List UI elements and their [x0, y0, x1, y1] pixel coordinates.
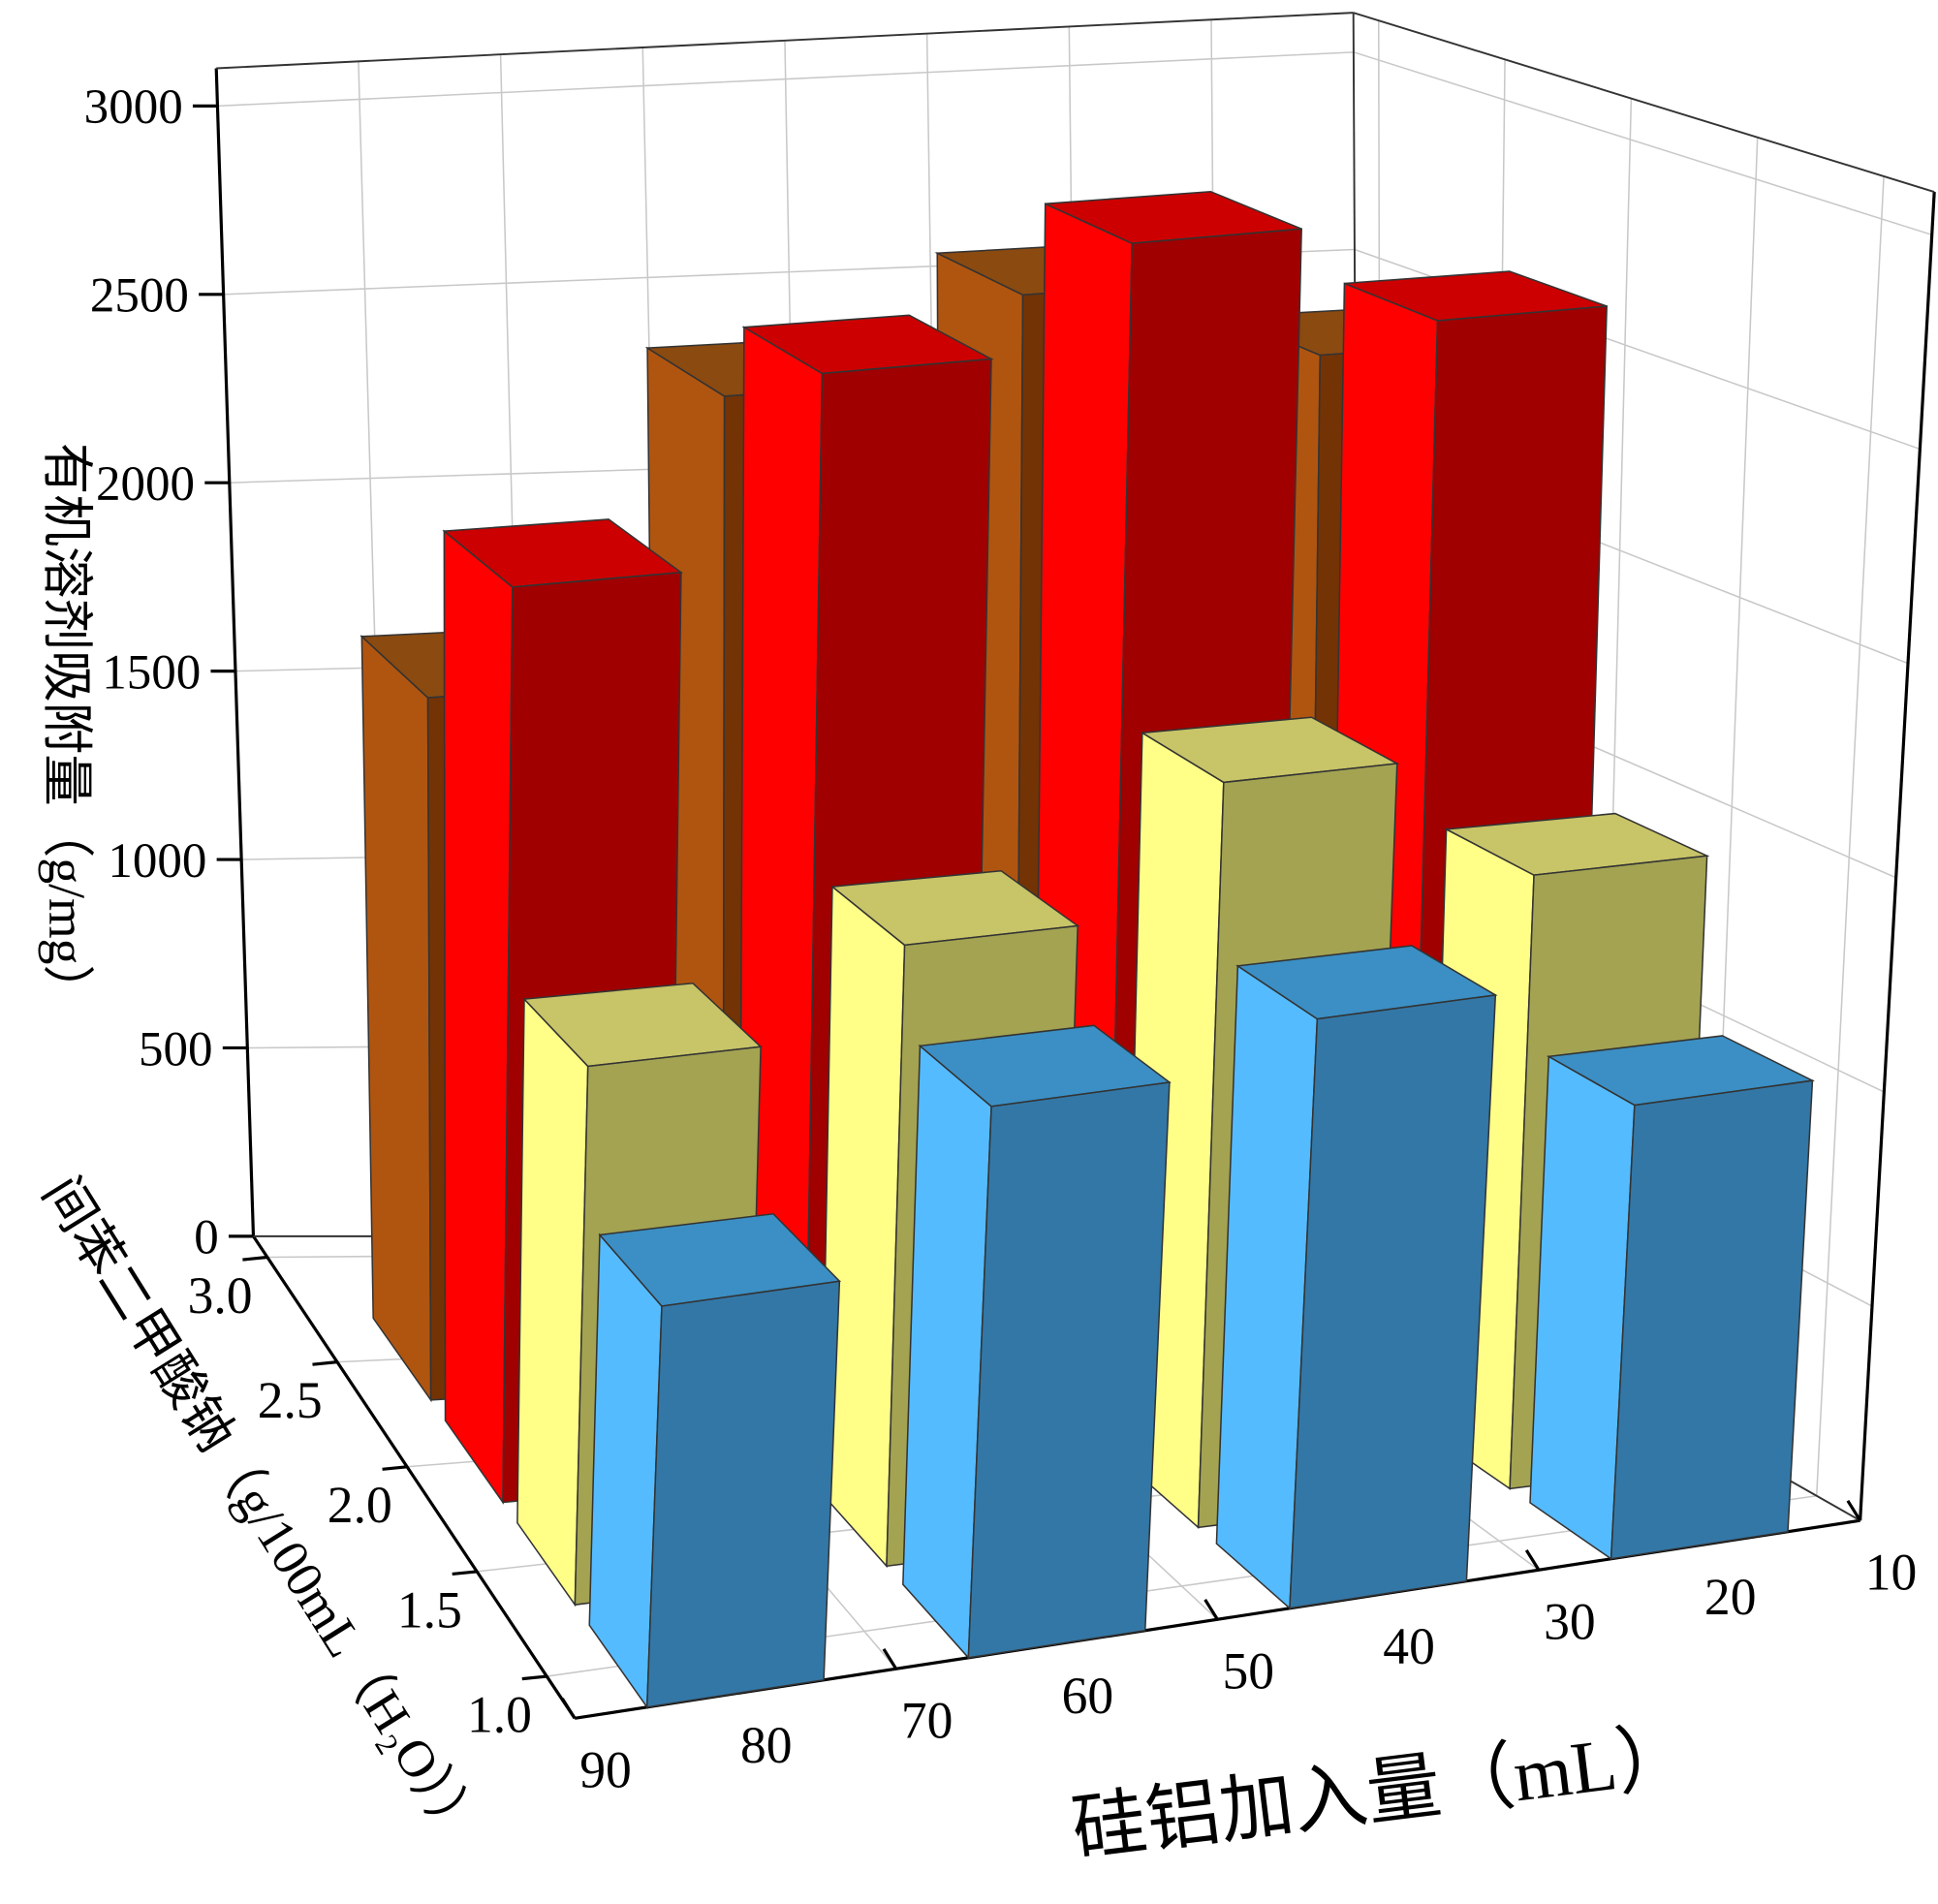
- y-tick: [452, 1570, 478, 1576]
- z-tick-label: 2000: [96, 457, 195, 512]
- y-tick-label: 1.5: [397, 1580, 462, 1639]
- bars: [359, 190, 1816, 1710]
- z-axis-line: [214, 68, 256, 1236]
- box-edge: [216, 12, 1354, 70]
- grid-line: [1815, 175, 1885, 1496]
- x-tick: [882, 1648, 898, 1670]
- z-tick-label: 1000: [108, 834, 206, 889]
- x-tick: [1203, 1599, 1219, 1621]
- x-tick-label: 30: [1544, 1593, 1596, 1651]
- grid-line: [1353, 51, 1932, 236]
- x-tick-label: 70: [901, 1692, 953, 1750]
- bar: [1289, 994, 1497, 1609]
- y-axis-line: [252, 1234, 577, 1720]
- z-tick-label: 0: [194, 1211, 219, 1265]
- y-tick: [312, 1360, 338, 1366]
- bar-side: [443, 529, 514, 1505]
- x-tick: [561, 1698, 577, 1720]
- y-tick: [521, 1674, 547, 1681]
- x-tick-label: 40: [1383, 1617, 1435, 1675]
- y-tick-label: 2.0: [328, 1476, 392, 1534]
- x-tick-label: 90: [579, 1741, 632, 1799]
- y-tick-label: 3.0: [188, 1266, 253, 1325]
- bar: [645, 1280, 841, 1708]
- x-tick-label: 50: [1222, 1642, 1274, 1701]
- x-tick-label: 80: [740, 1716, 793, 1774]
- z-tick-label: 2500: [90, 269, 189, 324]
- x-axis-title: 硅铝加入量（mL）: [1068, 1714, 1695, 1872]
- bar-side: [360, 635, 432, 1403]
- y-tick: [382, 1465, 408, 1471]
- z-axis-title: 有机溶剂吸附量（g/mg）: [38, 443, 96, 1016]
- x-tick-label: 10: [1865, 1544, 1918, 1602]
- x-tick-label: 20: [1704, 1568, 1757, 1626]
- z-tick-label: 3000: [84, 80, 183, 135]
- labels: 0 500 1000 1500 2000 2500 3000 90 80 70 60 50 40 30 20…: [84, 80, 1918, 1798]
- bar: [967, 1081, 1171, 1659]
- y-tick-label: 2.5: [258, 1371, 323, 1429]
- bar: [1610, 1079, 1814, 1560]
- z-tick-label: 1500: [102, 645, 201, 700]
- box-edge: [1859, 191, 1936, 1521]
- x-tick: [1524, 1549, 1541, 1572]
- y-tick: [242, 1255, 268, 1262]
- box-edge: [1353, 12, 1935, 193]
- x-tick: [1846, 1499, 1861, 1522]
- z-tick-label: 500: [139, 1022, 213, 1077]
- y-tick-label: 1.0: [467, 1685, 532, 1743]
- x-tick-label: 60: [1062, 1667, 1114, 1725]
